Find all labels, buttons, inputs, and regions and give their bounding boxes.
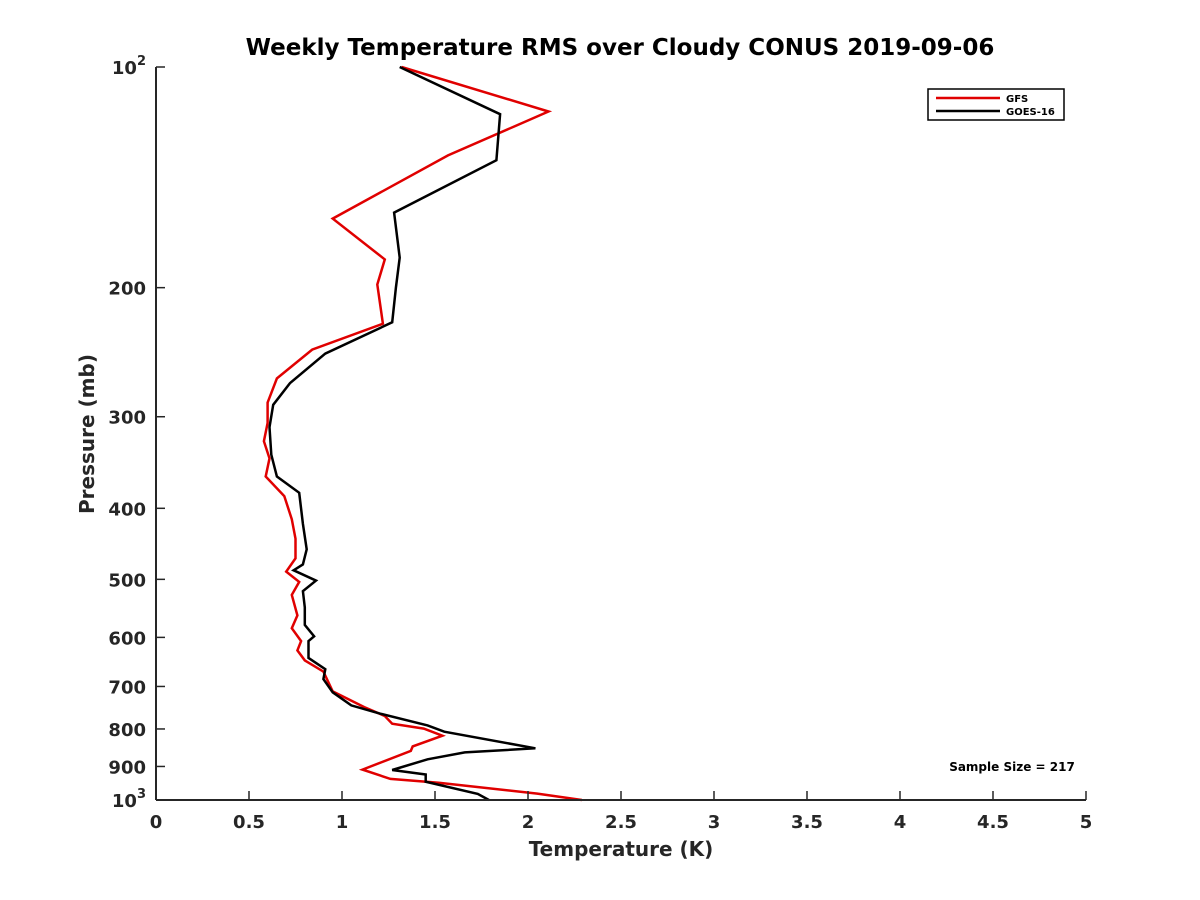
legend-label: GFS [1006, 94, 1028, 105]
series-line-gfs [262, 65, 583, 802]
x-tick-label: 3.5 [791, 812, 823, 833]
y-tick-label: 500 [108, 570, 146, 591]
series-line-goes-16 [268, 65, 536, 802]
legend-label: GOES-16 [1006, 107, 1055, 118]
y-tick-label: 900 [108, 757, 146, 778]
legend: GFS GOES-16 [927, 88, 1065, 121]
x-axis-label: Temperature (K) [529, 837, 714, 861]
y-tick-base: 10 [112, 791, 137, 812]
y-tick-label: 102 [112, 54, 146, 79]
sample-size-annotation: Sample Size = 217 [949, 760, 1075, 774]
x-tick-label: 5 [1080, 812, 1093, 833]
y-tick-label: 400 [108, 499, 146, 520]
y-tick-label: 103 [112, 787, 146, 812]
y-tick-label: 300 [108, 408, 146, 429]
x-tick-label: 4.5 [977, 812, 1009, 833]
x-tick-label: 0.5 [233, 812, 265, 833]
y-tick-label: 800 [108, 720, 146, 741]
legend-box [927, 88, 1065, 121]
x-tick-label: 2.5 [605, 812, 637, 833]
y-tick-exponent: 3 [137, 787, 146, 802]
y-tick-label: 600 [108, 628, 146, 649]
chart-title: Weekly Temperature RMS over Cloudy CONUS… [246, 35, 995, 61]
x-tick-label: 2 [522, 812, 535, 833]
series-layer [262, 65, 583, 802]
x-tick-label: 3 [708, 812, 721, 833]
x-tick-label: 4 [894, 812, 907, 833]
x-tick-label: 0 [150, 812, 163, 833]
x-tick-label: 1.5 [419, 812, 451, 833]
x-tick-label: 1 [336, 812, 349, 833]
y-tick-label: 200 [108, 279, 146, 300]
y-tick-label: 700 [108, 677, 146, 698]
x-axis-ticks: 0 0.5 1 1.5 2 2.5 3 3.5 4 4.5 5 [150, 791, 1093, 833]
y-axis-label: Pressure (mb) [75, 354, 99, 514]
y-tick-exponent: 2 [137, 54, 146, 69]
y-tick-base: 10 [112, 58, 137, 79]
